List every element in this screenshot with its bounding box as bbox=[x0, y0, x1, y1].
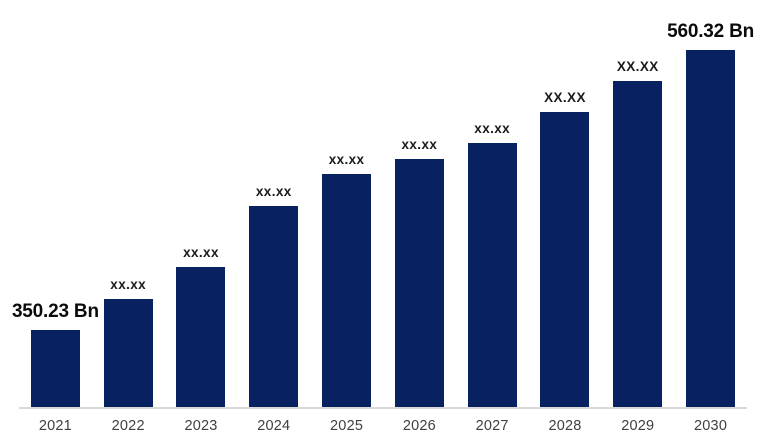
bar-column-2026: xx.xx bbox=[383, 0, 456, 407]
bar-2028 bbox=[540, 112, 590, 407]
bar-2027 bbox=[467, 143, 517, 407]
bar-column-2030: 560.32 Bn bbox=[667, 0, 754, 407]
bar-value-label-2030: 560.32 Bn bbox=[667, 21, 755, 43]
bar-value-label-2025: xx.xx bbox=[328, 152, 365, 168]
x-tick-2029: 2029 bbox=[621, 418, 655, 434]
bar-2022 bbox=[103, 299, 153, 407]
bar-2021 bbox=[30, 330, 80, 407]
bar-column-2022: xx.xx bbox=[92, 0, 165, 407]
bar-column-2027: xx.xx bbox=[456, 0, 529, 407]
bar-2026 bbox=[394, 159, 444, 407]
bar-column-2021: 350.23 Bn bbox=[12, 0, 99, 407]
bar-value-label-2027: xx.xx bbox=[474, 121, 511, 137]
x-tick-2030: 2030 bbox=[694, 418, 728, 434]
bar-2023 bbox=[176, 267, 226, 407]
bar-2025 bbox=[322, 174, 372, 407]
bar-column-2028: XX.XX bbox=[529, 0, 602, 407]
bar-value-label-2026: xx.xx bbox=[401, 137, 438, 153]
x-tick-2023: 2023 bbox=[184, 418, 218, 434]
bar-value-label-2022: xx.xx bbox=[110, 277, 147, 293]
bar-value-label-2029: XX.XX bbox=[616, 59, 659, 75]
bar-value-label-2021: 350.23 Bn bbox=[11, 301, 99, 323]
x-tick-2028: 2028 bbox=[548, 418, 582, 434]
x-tick-2021: 2021 bbox=[38, 418, 72, 434]
bar-column-2024: xx.xx bbox=[237, 0, 310, 407]
bar-column-2023: xx.xx bbox=[165, 0, 238, 407]
plot-area: 350.23 Bn xx.xx xx.xx xx.xx xx.xx xx.xx xx.xx X… bbox=[12, 0, 754, 409]
bar-2029 bbox=[613, 81, 663, 407]
x-tick-2025: 2025 bbox=[330, 418, 364, 434]
bar-2024 bbox=[249, 206, 299, 407]
x-tick-2022: 2022 bbox=[111, 418, 145, 434]
bar-value-label-2028: XX.XX bbox=[544, 90, 586, 106]
bar-value-label-2024: xx.xx bbox=[255, 184, 292, 200]
x-axis: 2021 2022 2023 2024 2025 2026 2027 2028 2029 2030 bbox=[19, 409, 747, 434]
x-tick-2026: 2026 bbox=[402, 418, 436, 434]
x-tick-2027: 2027 bbox=[475, 418, 509, 434]
x-tick-2024: 2024 bbox=[257, 418, 291, 434]
bar-column-2025: xx.xx bbox=[310, 0, 383, 407]
bar-column-2029: XX.XX bbox=[601, 0, 674, 407]
bar-value-label-2023: xx.xx bbox=[183, 245, 219, 261]
bar-2030 bbox=[686, 50, 736, 407]
